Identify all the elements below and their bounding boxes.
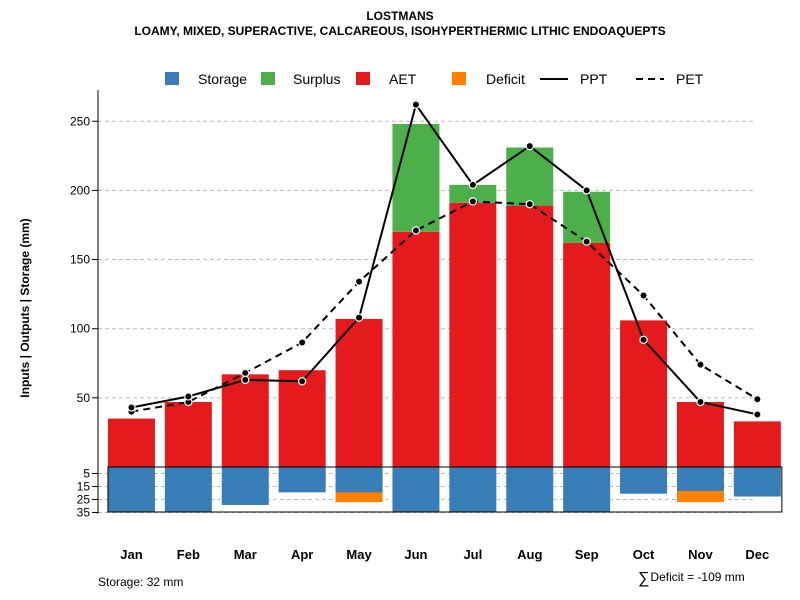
aet-bar <box>335 319 383 467</box>
surplus-bar <box>563 191 611 243</box>
legend-swatch-aet <box>356 72 370 85</box>
legend-label-surplus: Surplus <box>293 71 340 87</box>
x-tick-label: Mar <box>234 547 257 562</box>
storage-bar <box>107 467 155 512</box>
y-tick-label-lower: 5 <box>83 467 90 481</box>
ppt-point <box>639 335 648 344</box>
ppt-point <box>297 377 307 386</box>
x-tick-label: Apr <box>291 547 313 562</box>
x-tick-label: Dec <box>745 547 769 562</box>
chart-title: LOSTMANS <box>366 9 434 23</box>
storage-bar <box>449 467 497 512</box>
x-tick-label: Nov <box>688 547 713 562</box>
storage-bar <box>278 467 326 493</box>
ppt-point <box>184 392 193 401</box>
surplus-bar <box>449 184 497 203</box>
x-tick-label: Oct <box>633 547 655 562</box>
pet-point <box>468 197 478 206</box>
pet-point <box>753 395 762 404</box>
storage-bar <box>506 467 554 512</box>
aet-bar <box>506 205 554 467</box>
pet-point <box>582 237 591 246</box>
storage-bar <box>563 467 611 512</box>
pet-point <box>241 368 250 378</box>
ppt-point <box>753 410 762 419</box>
y-tick-label: 100 <box>70 322 90 336</box>
ppt-point <box>582 186 591 195</box>
x-tick-label: May <box>346 547 372 562</box>
x-tick-label: Jul <box>463 547 482 562</box>
pet-point <box>696 360 705 369</box>
y-tick-label: 150 <box>70 253 90 267</box>
aet-bar <box>278 370 326 467</box>
deficit-note-text: Deficit = -109 mm <box>650 570 745 584</box>
pet-point <box>639 291 648 300</box>
legend-swatch-surplus <box>261 72 275 85</box>
aet-bar <box>620 320 668 467</box>
legend-label-ppt: PPT <box>580 71 608 87</box>
storage-bar <box>733 467 781 497</box>
aet-bar <box>164 401 212 467</box>
aet-bar <box>392 231 440 467</box>
y-tick-label-lower: 25 <box>77 493 91 507</box>
aet-bar <box>221 374 269 467</box>
pet-point <box>297 338 307 347</box>
pet-point <box>525 200 534 209</box>
legend-label-deficit: Deficit <box>486 71 525 87</box>
storage-bar <box>620 467 668 494</box>
storage-bar <box>335 467 383 493</box>
sum-symbol: ∑ <box>638 570 650 587</box>
pet-line <box>131 200 758 413</box>
legend-label-storage: Storage <box>198 71 247 87</box>
y-tick-label: 250 <box>70 114 90 128</box>
y-tick-label-lower: 15 <box>77 480 91 494</box>
ppt-point <box>411 100 421 109</box>
storage-bar <box>392 467 440 512</box>
storage-box <box>107 466 783 513</box>
chart-subtitle: LOAMY, MIXED, SUPERACTIVE, CALCAREOUS, I… <box>134 24 666 38</box>
ppt-point <box>525 141 534 151</box>
pet-point <box>411 226 421 235</box>
pet-point <box>354 277 364 286</box>
y-tick-label: 50 <box>77 391 91 405</box>
legend-swatch-storage <box>165 72 179 85</box>
x-tick-label: Sep <box>575 547 599 562</box>
legend-label-aet: AET <box>389 71 417 87</box>
ppt-point <box>468 180 478 190</box>
ppt-point <box>241 375 250 385</box>
aet-bar <box>733 421 781 467</box>
x-tick-label: Feb <box>177 547 200 562</box>
deficit-note: ∑Deficit = -109 mm <box>638 570 745 588</box>
storage-bar <box>221 467 269 505</box>
ppt-line <box>131 102 758 416</box>
aet-bar <box>676 401 724 467</box>
x-tick-label: Aug <box>517 547 542 562</box>
ppt-point <box>696 397 705 407</box>
storage-bar <box>676 467 724 491</box>
aet-bar <box>107 418 155 467</box>
surplus-bar <box>392 124 440 232</box>
legend-swatch-deficit <box>452 72 466 85</box>
x-tick-label: Jan <box>120 547 142 562</box>
aet-bar <box>563 242 611 467</box>
ppt-point <box>354 313 364 322</box>
storage-bar <box>164 467 212 512</box>
y-tick-label-lower: 35 <box>77 506 91 520</box>
storage-note: Storage: 32 mm <box>98 575 184 589</box>
x-tick-label: Jun <box>404 547 427 562</box>
ppt-point <box>127 403 136 412</box>
legend-label-pet: PET <box>676 71 704 87</box>
y-tick-label: 200 <box>70 183 90 197</box>
aet-bar <box>449 202 497 468</box>
